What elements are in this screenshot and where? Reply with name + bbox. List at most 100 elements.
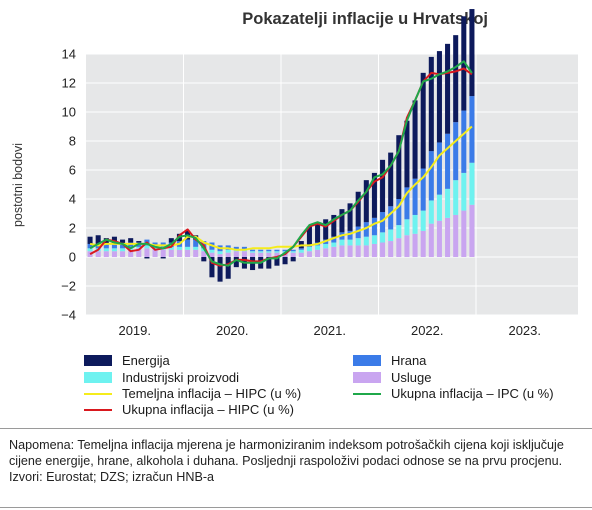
legend-label-usluge: Usluge bbox=[391, 370, 432, 385]
bar-energija bbox=[428, 56, 434, 152]
bar-energija bbox=[323, 219, 329, 240]
bar-hrana bbox=[266, 249, 272, 252]
bar-energija bbox=[436, 51, 442, 143]
bar-energija bbox=[355, 191, 361, 227]
bar-usluge bbox=[225, 252, 231, 257]
bar-industrijski-proizvodi bbox=[87, 248, 93, 252]
bar-industrijski-proizvodi bbox=[152, 246, 158, 250]
y-tick-label: −4 bbox=[61, 308, 76, 323]
y-tick-label: 4 bbox=[69, 192, 76, 207]
bar-energija bbox=[371, 172, 377, 218]
note-separator bbox=[0, 428, 592, 429]
bar-hrana bbox=[396, 199, 402, 226]
bar-energija bbox=[120, 239, 126, 244]
bar-usluge bbox=[111, 251, 117, 257]
bar-hrana bbox=[87, 243, 93, 249]
y-tick-label: 8 bbox=[69, 134, 76, 149]
legend-label-energija: Energija bbox=[122, 353, 170, 368]
y-tick-label: 0 bbox=[69, 250, 76, 265]
bar-industrijski-proizvodi bbox=[290, 251, 296, 253]
bar-energija bbox=[306, 226, 312, 246]
bar-hrana bbox=[103, 243, 109, 249]
bar-hrana bbox=[469, 96, 475, 163]
bar-industrijski-proizvodi bbox=[355, 238, 361, 246]
bar-hrana bbox=[355, 226, 361, 239]
bar-hrana bbox=[193, 239, 199, 247]
bar-energija bbox=[225, 257, 231, 279]
y-tick-label: 2 bbox=[69, 221, 76, 236]
bar-industrijski-proizvodi bbox=[144, 245, 150, 249]
bar-hrana bbox=[241, 246, 247, 250]
bar-energija bbox=[95, 235, 101, 244]
bar-hrana bbox=[436, 142, 442, 195]
bar-energija bbox=[347, 203, 353, 231]
bar-hrana bbox=[420, 168, 426, 211]
bar-hrana bbox=[233, 246, 239, 250]
bar-usluge bbox=[217, 254, 223, 257]
bar-industrijski-proizvodi bbox=[185, 246, 191, 250]
y-axis-label: postotni bodovi bbox=[11, 143, 25, 227]
bar-hrana bbox=[453, 122, 459, 181]
bar-usluge bbox=[388, 241, 394, 257]
legend-item-industrijski: Industrijski proizvodi bbox=[84, 370, 239, 385]
legend-label-ukupna-ipc: Ukupna inflacija – IPC (u %) bbox=[391, 386, 554, 401]
bar-hrana bbox=[290, 249, 296, 252]
legend-label-ukupna-hipc: Ukupna inflacija – HIPC (u %) bbox=[122, 402, 294, 417]
x-year-label: 2021. bbox=[313, 323, 346, 338]
bar-usluge bbox=[355, 245, 361, 257]
bar-energija bbox=[380, 159, 386, 213]
bar-usluge bbox=[160, 249, 166, 257]
y-tick-label: 12 bbox=[62, 76, 76, 91]
bar-energija bbox=[445, 43, 451, 134]
bar-hrana bbox=[412, 178, 418, 215]
bar-industrijski-proizvodi bbox=[428, 200, 434, 224]
bar-energija bbox=[160, 257, 166, 259]
bar-energija bbox=[201, 257, 207, 262]
bar-industrijski-proizvodi bbox=[347, 239, 353, 246]
x-year-label: 2023. bbox=[508, 323, 541, 338]
bar-industrijski-proizvodi bbox=[258, 251, 264, 253]
bar-industrijski-proizvodi bbox=[111, 248, 117, 252]
bar-usluge bbox=[241, 251, 247, 257]
bar-energija bbox=[461, 16, 467, 111]
bar-energija bbox=[453, 35, 459, 123]
bar-hrana bbox=[120, 243, 126, 249]
bar-industrijski-proizvodi bbox=[225, 249, 231, 253]
bar-usluge bbox=[168, 249, 174, 257]
bar-usluge bbox=[461, 210, 467, 257]
bar-hrana bbox=[428, 151, 434, 201]
legend-item-usluge: Usluge bbox=[353, 370, 431, 385]
bar-industrijski-proizvodi bbox=[371, 235, 377, 244]
bar-usluge bbox=[152, 249, 158, 257]
bar-energija bbox=[412, 100, 418, 179]
bar-industrijski-proizvodi bbox=[323, 243, 329, 249]
bar-energija bbox=[274, 257, 280, 266]
y-tick-label: 14 bbox=[62, 47, 76, 62]
bar-industrijski-proizvodi bbox=[420, 210, 426, 231]
bar-usluge bbox=[201, 251, 207, 257]
bar-energija bbox=[420, 72, 426, 169]
bar-industrijski-proizvodi bbox=[404, 219, 410, 236]
bar-industrijski-proizvodi bbox=[436, 194, 442, 221]
horizontal-gridlines bbox=[86, 53, 578, 316]
vertical-gridlines bbox=[183, 54, 477, 315]
bar-energija bbox=[339, 209, 345, 233]
bar-industrijski-proizvodi bbox=[168, 246, 174, 250]
bar-energija bbox=[396, 135, 402, 199]
chart-title: Pokazatelji inflacije u Hrvatskoj bbox=[242, 10, 488, 28]
bar-industrijski-proizvodi bbox=[209, 249, 215, 253]
bar-usluge bbox=[136, 248, 142, 257]
legend-swatch-temeljna bbox=[84, 392, 112, 395]
bar-hrana bbox=[388, 206, 394, 230]
bar-hrana bbox=[404, 187, 410, 220]
bar-hrana bbox=[461, 110, 467, 173]
x-year-label: 2020. bbox=[216, 323, 249, 338]
bar-hrana bbox=[347, 230, 353, 240]
bar-energija bbox=[282, 257, 288, 265]
legend-item-energija: Energija bbox=[84, 353, 170, 368]
bar-industrijski-proizvodi bbox=[396, 225, 402, 239]
bar-industrijski-proizvodi bbox=[380, 232, 386, 243]
y-tick-label: 6 bbox=[69, 163, 76, 178]
inflation-chart: −4 −2 0 2 4 6 8 10 12 14 2019. 2020. 2021. 2022. 2023… bbox=[11, 9, 578, 338]
x-year-label: 2022. bbox=[411, 323, 444, 338]
